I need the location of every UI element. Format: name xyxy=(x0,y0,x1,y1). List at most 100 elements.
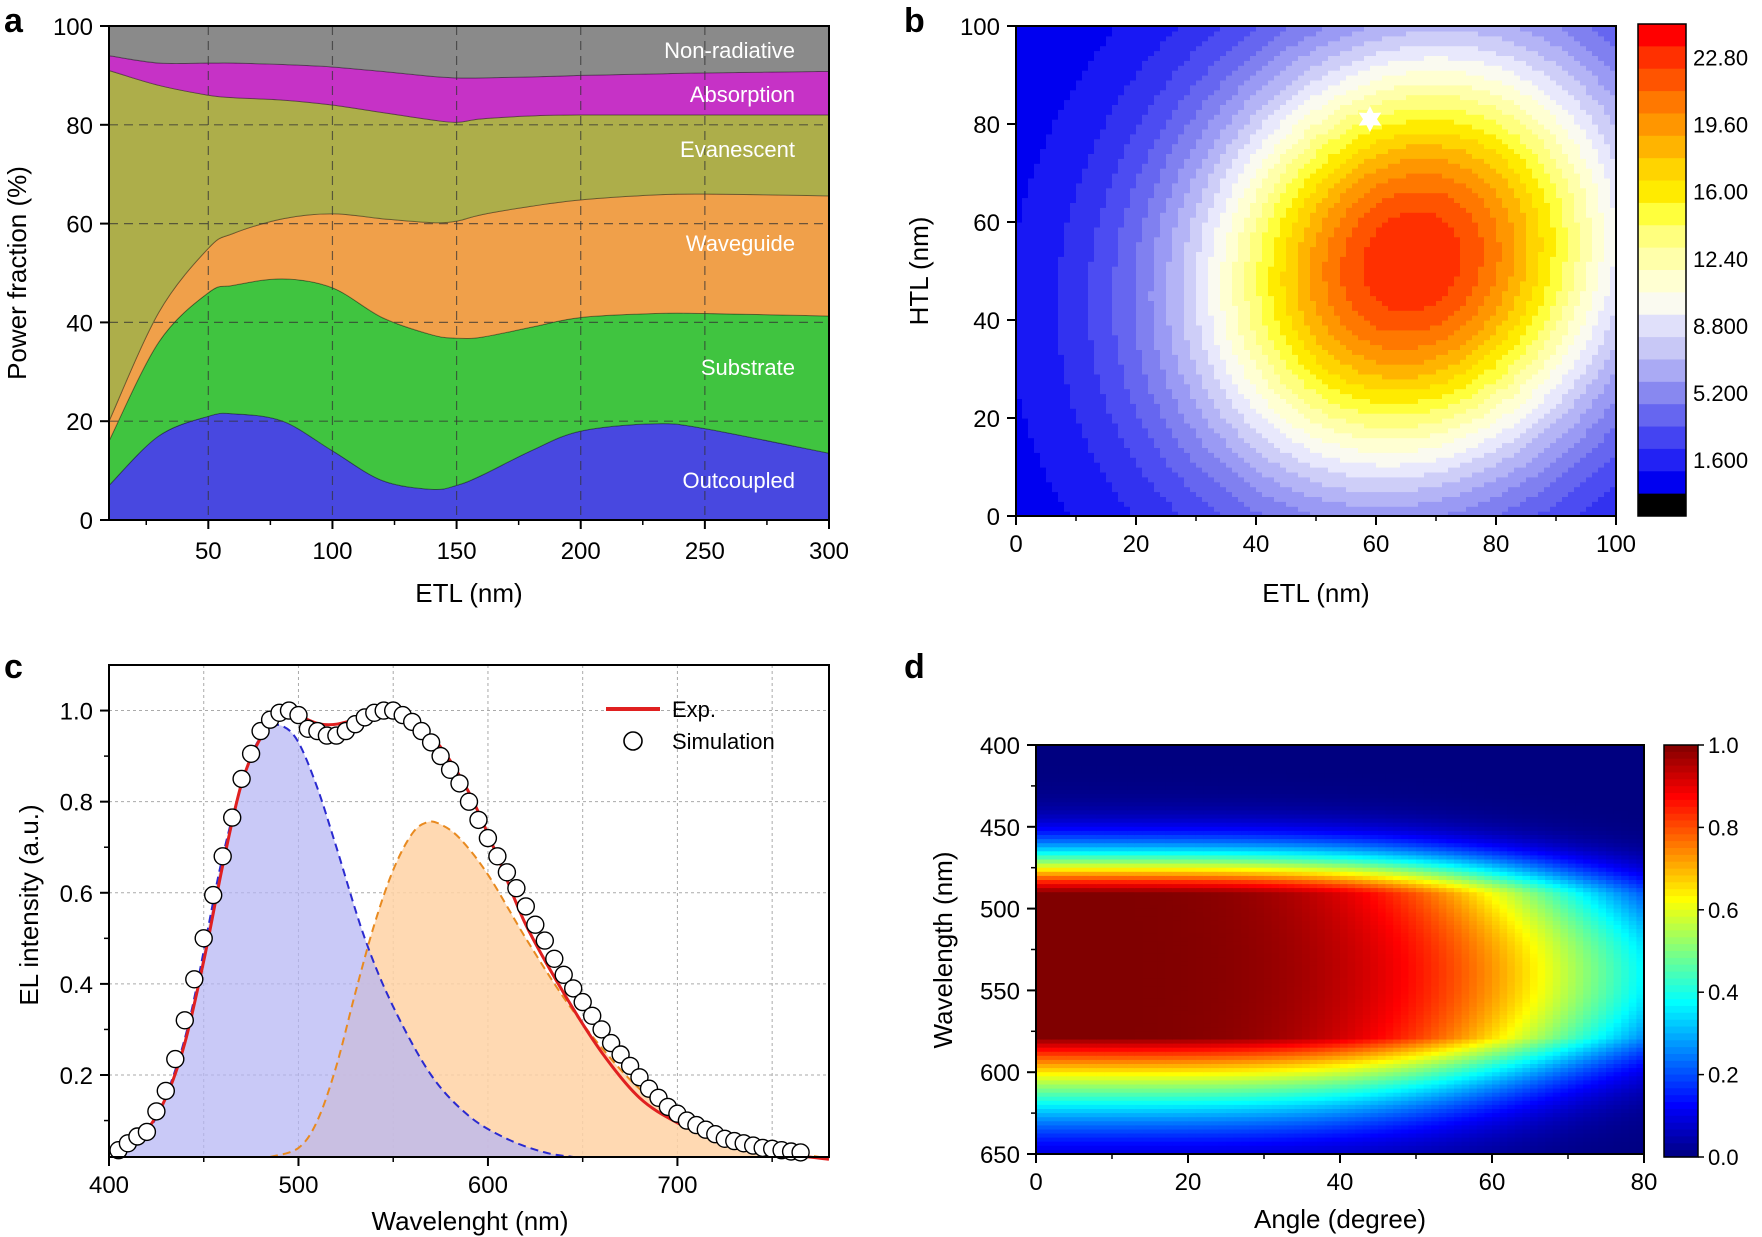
d-colorbar-step xyxy=(1664,965,1698,973)
c-x-axis: 400 500 600 700 xyxy=(89,1157,772,1199)
a-label-substrate: Substrate xyxy=(701,355,795,380)
d-colorbar-step xyxy=(1664,786,1698,794)
b-x-axis: 0 20 40 60 80 100 xyxy=(1009,516,1636,558)
d-colorbar-step xyxy=(1664,821,1698,829)
c-sim-point xyxy=(470,811,487,828)
d-colorbar-step xyxy=(1664,1054,1698,1062)
c-ytick-label-0.8: 0.8 xyxy=(60,790,93,817)
d-x-axis-title: Angle (degree) xyxy=(1254,1204,1426,1234)
b-colorbar-label-5: 5.200 xyxy=(1693,381,1748,406)
a-label-waveguide: Waveguide xyxy=(686,231,795,256)
a-xtick-label-50: 50 xyxy=(195,538,222,565)
d-angle-wavelength-map xyxy=(1036,745,1645,1155)
d-colorbar-step xyxy=(1664,972,1698,980)
d-colorbar-step xyxy=(1664,773,1698,781)
d-colorbar-step xyxy=(1664,917,1698,925)
d-colorbar-step xyxy=(1664,814,1698,822)
c-sim-point xyxy=(489,848,506,865)
b-ytick-label-40: 40 xyxy=(973,308,1000,335)
d-colorbar-step xyxy=(1664,896,1698,904)
a-xtick-label-300: 300 xyxy=(809,538,849,565)
d-colorbar-step xyxy=(1664,1068,1698,1076)
d-colorbar-step xyxy=(1664,999,1698,1007)
b-colorbar-label-0: 22.80 xyxy=(1693,46,1748,71)
c-sim-point xyxy=(498,864,515,881)
b-colorbar-step-7 xyxy=(1638,181,1686,204)
b-colorbar-step-8 xyxy=(1638,203,1686,226)
d-colorbar-step xyxy=(1664,1116,1698,1124)
a-label-absorption: Absorption xyxy=(690,82,795,107)
d-xtick-label-80: 80 xyxy=(1631,1169,1658,1196)
c-legend-simulation: Simulation xyxy=(672,729,775,754)
d-colorbar-label-3: 0.4 xyxy=(1708,980,1739,1005)
b-colorbar-label-3: 12.40 xyxy=(1693,247,1748,272)
c-sim-point xyxy=(536,932,553,949)
d-colorbar-step xyxy=(1664,944,1698,952)
d-colorbar-step xyxy=(1664,1088,1698,1096)
a-ytick-label-0: 0 xyxy=(80,508,93,535)
d-colorbar-label-2: 0.6 xyxy=(1708,898,1739,923)
c-sim-point xyxy=(508,880,525,897)
d-colorbar-step xyxy=(1664,1013,1698,1021)
d-colorbar-step xyxy=(1664,869,1698,877)
d-colorbar-step xyxy=(1664,889,1698,897)
panel-c: c 400 500 600 700 0.20.40.60.81.0 Exp. Simu… xyxy=(4,648,829,1236)
b-colorbar-step-4 xyxy=(1638,113,1686,136)
d-colorbar-step xyxy=(1664,793,1698,801)
d-colorbar-step xyxy=(1664,807,1698,815)
b-xtick-label-60: 60 xyxy=(1363,531,1390,558)
d-colorbar: 1.00.80.60.40.20.0 xyxy=(1664,733,1739,1170)
b-ytick-label-0: 0 xyxy=(987,504,1000,531)
c-sim-point xyxy=(195,930,212,947)
d-xtick-label-40: 40 xyxy=(1327,1169,1354,1196)
d-colorbar-step xyxy=(1664,779,1698,787)
c-sim-point xyxy=(205,887,222,904)
c-sim-point xyxy=(546,950,563,967)
b-x-axis-title: ETL (nm) xyxy=(1262,578,1369,608)
d-colorbar-step xyxy=(1664,1027,1698,1035)
d-colorbar-step xyxy=(1664,924,1698,932)
c-sim-point xyxy=(138,1123,155,1140)
a-ytick-label-40: 40 xyxy=(66,310,93,337)
c-xtick-label-400: 400 xyxy=(89,1172,129,1199)
d-ytick-label-600: 600 xyxy=(980,1060,1020,1087)
d-colorbar-step xyxy=(1664,752,1698,760)
b-colorbar-label-1: 19.60 xyxy=(1693,113,1748,138)
d-xtick-label-0: 0 xyxy=(1029,1169,1042,1196)
a-label-evanescent: Evanescent xyxy=(680,137,795,162)
d-colorbar-step xyxy=(1664,855,1698,863)
d-colorbar-step xyxy=(1664,766,1698,774)
b-contour-map xyxy=(1016,26,1617,517)
c-sim-point xyxy=(479,830,496,847)
c-sim-point xyxy=(527,916,544,933)
b-colorbar-label-4: 8.800 xyxy=(1693,314,1748,339)
b-colorbar-step-0 xyxy=(1638,24,1686,47)
b-colorbar-step-18 xyxy=(1638,427,1686,450)
c-x-axis-title: Wavelenght (nm) xyxy=(372,1206,569,1236)
c-sim-point xyxy=(186,971,203,988)
c-sim-point xyxy=(451,775,468,792)
a-xtick-label-250: 250 xyxy=(685,538,725,565)
d-colorbar-step xyxy=(1664,1075,1698,1083)
b-colorbar-step-13 xyxy=(1638,315,1686,338)
b-colorbar-step-19 xyxy=(1638,449,1686,472)
d-colorbar-step xyxy=(1664,1130,1698,1138)
d-colorbar-step xyxy=(1664,1095,1698,1103)
d-ytick-label-400: 400 xyxy=(980,733,1020,760)
b-ytick-label-60: 60 xyxy=(973,210,1000,237)
c-ytick-label-0.6: 0.6 xyxy=(60,881,93,908)
panel-label-d: d xyxy=(904,648,925,686)
d-xtick-label-60: 60 xyxy=(1479,1169,1506,1196)
c-legend-exp: Exp. xyxy=(672,697,716,722)
d-colorbar-step xyxy=(1664,827,1698,835)
a-x-axis: 50 100 150 200 250 300 xyxy=(146,520,849,565)
b-xtick-label-100: 100 xyxy=(1596,531,1636,558)
b-colorbar-step-11 xyxy=(1638,270,1686,293)
c-sim-point xyxy=(214,848,231,865)
d-colorbar-step xyxy=(1664,1082,1698,1090)
c-legend: Exp. Simulation xyxy=(606,697,775,754)
